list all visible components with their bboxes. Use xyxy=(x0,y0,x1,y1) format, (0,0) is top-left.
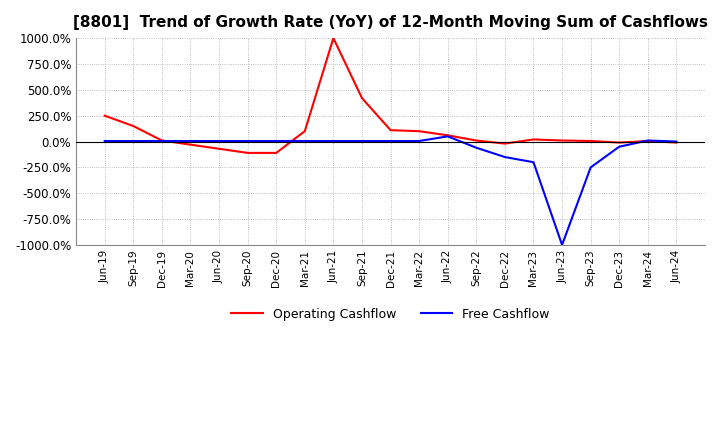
Operating Cashflow xyxy=(158,138,166,143)
Operating Cashflow xyxy=(586,138,595,143)
Title: [8801]  Trend of Growth Rate (YoY) of 12-Month Moving Sum of Cashflows: [8801] Trend of Growth Rate (YoY) of 12-… xyxy=(73,15,708,30)
Line: Free Cashflow: Free Cashflow xyxy=(104,136,676,245)
Operating Cashflow xyxy=(272,150,281,156)
Free Cashflow xyxy=(186,138,195,143)
Free Cashflow xyxy=(644,138,652,143)
Operating Cashflow xyxy=(100,113,109,118)
Free Cashflow xyxy=(272,138,281,143)
Operating Cashflow xyxy=(444,133,452,138)
Operating Cashflow xyxy=(644,138,652,143)
Free Cashflow xyxy=(444,134,452,139)
Operating Cashflow xyxy=(186,142,195,147)
Operating Cashflow xyxy=(329,36,338,41)
Operating Cashflow xyxy=(615,140,624,145)
Operating Cashflow xyxy=(672,140,680,145)
Operating Cashflow xyxy=(386,128,395,133)
Free Cashflow xyxy=(386,138,395,143)
Operating Cashflow xyxy=(243,150,252,156)
Free Cashflow xyxy=(615,144,624,149)
Free Cashflow xyxy=(415,138,423,143)
Operating Cashflow xyxy=(129,123,138,128)
Operating Cashflow xyxy=(415,128,423,134)
Operating Cashflow xyxy=(300,128,309,134)
Operating Cashflow xyxy=(558,138,567,143)
Free Cashflow xyxy=(472,145,481,150)
Line: Operating Cashflow: Operating Cashflow xyxy=(104,38,676,153)
Free Cashflow xyxy=(129,138,138,143)
Free Cashflow xyxy=(558,242,567,248)
Operating Cashflow xyxy=(529,137,538,142)
Free Cashflow xyxy=(100,138,109,143)
Free Cashflow xyxy=(586,165,595,170)
Free Cashflow xyxy=(329,138,338,143)
Free Cashflow xyxy=(672,139,680,144)
Operating Cashflow xyxy=(358,95,366,101)
Free Cashflow xyxy=(529,160,538,165)
Free Cashflow xyxy=(215,138,223,143)
Free Cashflow xyxy=(300,138,309,143)
Free Cashflow xyxy=(243,138,252,143)
Operating Cashflow xyxy=(472,138,481,143)
Legend: Operating Cashflow, Free Cashflow: Operating Cashflow, Free Cashflow xyxy=(226,303,554,326)
Operating Cashflow xyxy=(215,146,223,151)
Free Cashflow xyxy=(500,154,509,160)
Free Cashflow xyxy=(358,138,366,143)
Operating Cashflow xyxy=(500,141,509,146)
Free Cashflow xyxy=(158,138,166,143)
